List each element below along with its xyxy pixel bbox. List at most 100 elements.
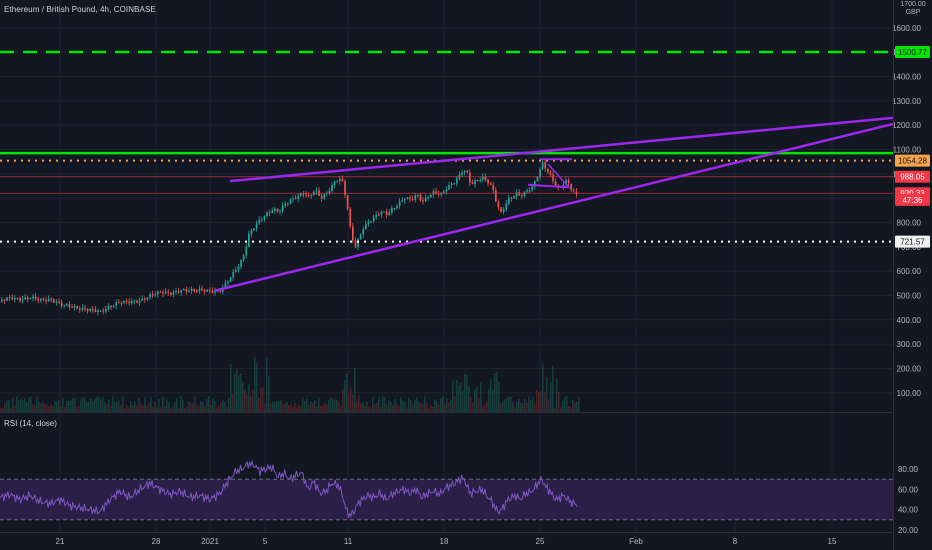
- volume-bar: [44, 404, 46, 412]
- candle-body: [227, 281, 229, 283]
- volume-bar: [500, 403, 502, 412]
- candle: [479, 177, 482, 184]
- price-axis-tick: 100.00: [897, 389, 922, 398]
- pane-separator[interactable]: [0, 412, 893, 413]
- rsi-axis: 80.00 60.00 40.00 20.00: [898, 465, 919, 535]
- candle: [42, 297, 45, 302]
- volume-bar: [228, 397, 230, 412]
- volume-bar: [510, 396, 512, 412]
- candle-body: [198, 288, 201, 292]
- rsi-indicator-label[interactable]: RSI (14, close): [4, 419, 57, 428]
- candle: [136, 299, 138, 304]
- candle: [323, 193, 326, 200]
- candle: [206, 289, 209, 292]
- volume-bar: [340, 406, 342, 412]
- rsi-pane: [0, 460, 893, 521]
- candle: [81, 304, 84, 312]
- volume-bar: [6, 400, 8, 412]
- volume-bar: [94, 398, 96, 412]
- volume-bar: [194, 396, 196, 412]
- candle-body: [266, 212, 268, 217]
- candle: [237, 263, 240, 273]
- candle: [16, 297, 19, 301]
- candle-body: [300, 193, 302, 196]
- candle-body: [450, 183, 453, 186]
- candle-body: [183, 289, 185, 291]
- candle-body: [53, 299, 55, 303]
- candle-body: [11, 297, 14, 300]
- candle: [482, 173, 484, 183]
- rsi-axis-tick: 40.00: [898, 506, 919, 515]
- volume-bar: [558, 391, 560, 412]
- volume-bar: [268, 375, 270, 412]
- candle: [268, 209, 271, 217]
- candle-body: [268, 212, 271, 214]
- candle: [448, 181, 450, 190]
- volume-bar: [378, 397, 380, 412]
- candle-body: [445, 189, 448, 192]
- volume-bar: [56, 401, 58, 412]
- candle-body: [362, 229, 365, 235]
- price-axis-tick: 200.00: [897, 364, 922, 373]
- volume-bar: [52, 405, 54, 412]
- candle-body: [24, 297, 27, 300]
- candle: [372, 214, 375, 224]
- candle: [248, 230, 250, 248]
- volume-bar: [204, 406, 206, 412]
- volume-bar: [322, 405, 324, 412]
- volume-bar: [208, 396, 210, 412]
- volume-bar: [12, 398, 14, 412]
- candle-body: [409, 197, 411, 200]
- candle: [359, 233, 362, 240]
- candle-body: [37, 299, 40, 301]
- candle-body: [307, 195, 310, 197]
- candle-body: [547, 168, 549, 173]
- volume-bar: [544, 391, 546, 412]
- volume-bar: [42, 401, 44, 412]
- volume-bar: [350, 388, 352, 412]
- candle: [190, 286, 193, 294]
- volume-bar: [206, 399, 208, 412]
- volume-bar: [302, 397, 304, 412]
- symbol-title[interactable]: Ethereum / British Pound, 4h, COINBASE: [4, 5, 156, 14]
- candle: [253, 227, 255, 231]
- volume-bar: [54, 400, 56, 412]
- currency-code: GBP: [905, 9, 921, 16]
- price-label-bg: [895, 45, 930, 58]
- volume-bar: [436, 400, 438, 412]
- candle-body: [164, 291, 167, 294]
- volume-bar: [546, 376, 548, 412]
- volume-bar: [0, 408, 2, 412]
- candle-body: [492, 184, 495, 191]
- volume-bar: [270, 403, 272, 412]
- volume-bar: [374, 404, 376, 412]
- candle-body: [487, 179, 489, 184]
- volume-bar: [356, 400, 358, 412]
- candle-body: [370, 221, 372, 223]
- candle: [414, 192, 417, 203]
- price-axis-tick: 500.00: [897, 291, 922, 300]
- candle-body: [14, 297, 16, 300]
- volume-bar: [348, 393, 350, 412]
- volume-bar: [138, 398, 140, 412]
- volume-bar: [122, 396, 124, 412]
- volume-bar: [48, 406, 50, 412]
- candle: [409, 194, 411, 203]
- candle-body: [404, 199, 406, 201]
- volume-bar: [124, 407, 126, 412]
- candle-body: [136, 300, 138, 303]
- volume-bar: [222, 399, 224, 412]
- candle: [120, 300, 123, 307]
- candle-body: [27, 297, 29, 300]
- volume-bar: [178, 407, 180, 412]
- volume-bar: [258, 398, 260, 412]
- candle-body: [245, 246, 248, 256]
- candle: [367, 219, 370, 227]
- candle-body: [552, 174, 554, 182]
- candle-body: [505, 203, 508, 210]
- volume-bar: [202, 402, 204, 412]
- volume-bar: [288, 405, 290, 412]
- candle-body: [261, 219, 263, 221]
